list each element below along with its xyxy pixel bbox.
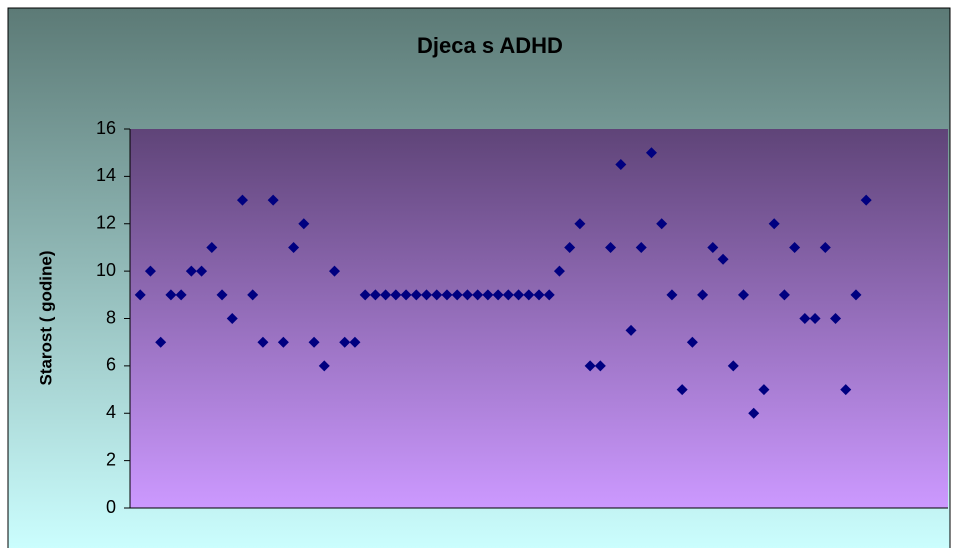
marker xyxy=(768,218,780,230)
marker xyxy=(605,241,617,253)
y-tick-label: 0 xyxy=(106,497,116,517)
y-tick-label: 6 xyxy=(106,355,116,375)
marker xyxy=(850,289,862,301)
chart-title: Djeca s ADHD xyxy=(417,33,563,58)
marker xyxy=(533,289,545,301)
marker xyxy=(676,384,688,396)
y-tick-label: 2 xyxy=(106,449,116,469)
marker xyxy=(543,289,555,301)
marker xyxy=(523,289,535,301)
marker xyxy=(625,324,637,336)
marker xyxy=(236,194,248,206)
marker xyxy=(574,218,586,230)
marker xyxy=(155,336,167,348)
marker xyxy=(134,289,146,301)
marker xyxy=(359,289,371,301)
marker xyxy=(175,289,187,301)
marker xyxy=(318,360,330,372)
marker xyxy=(247,289,259,301)
marker xyxy=(390,289,402,301)
marker xyxy=(738,289,749,301)
plot-area xyxy=(130,129,948,508)
marker xyxy=(819,241,831,253)
marker xyxy=(809,313,821,324)
marker xyxy=(257,336,269,348)
marker xyxy=(778,289,790,301)
marker xyxy=(349,336,361,348)
marker xyxy=(267,194,279,206)
marker xyxy=(461,289,473,301)
marker xyxy=(226,313,238,324)
marker xyxy=(564,241,576,253)
marker xyxy=(666,289,678,301)
marker xyxy=(615,159,627,171)
marker xyxy=(421,289,433,301)
marker xyxy=(860,194,872,206)
marker xyxy=(594,360,606,372)
y-tick-label: 12 xyxy=(96,213,116,233)
marker xyxy=(717,253,729,265)
marker xyxy=(758,384,770,396)
marker xyxy=(584,360,596,372)
marker xyxy=(400,289,412,301)
marker xyxy=(799,313,811,324)
marker xyxy=(482,289,494,301)
marker xyxy=(441,289,453,301)
marker xyxy=(789,241,801,253)
marker xyxy=(830,313,842,324)
marker xyxy=(748,407,760,419)
marker xyxy=(686,336,698,348)
y-tick-label: 4 xyxy=(106,402,116,422)
marker xyxy=(277,336,289,348)
marker xyxy=(513,289,525,301)
marker xyxy=(288,241,300,253)
marker xyxy=(380,289,392,301)
y-tick-label: 10 xyxy=(96,260,116,280)
marker xyxy=(451,289,463,301)
y-tick-label: 14 xyxy=(96,165,116,185)
marker xyxy=(645,147,657,159)
marker xyxy=(727,360,739,372)
marker xyxy=(492,289,504,301)
marker xyxy=(656,218,668,230)
marker xyxy=(206,241,218,253)
marker xyxy=(298,218,310,230)
marker xyxy=(472,289,484,301)
marker xyxy=(339,336,351,348)
marker xyxy=(369,289,381,301)
marker xyxy=(308,336,320,348)
marker xyxy=(553,265,565,277)
marker xyxy=(635,241,647,253)
marker xyxy=(144,265,156,277)
y-axis-label: Starost ( godine) xyxy=(36,250,55,385)
marker xyxy=(840,384,852,396)
marker xyxy=(697,289,709,301)
marker xyxy=(216,289,228,301)
y-tick-label: 8 xyxy=(106,307,116,327)
y-tick-label: 16 xyxy=(96,118,116,138)
marker xyxy=(707,241,719,253)
marker xyxy=(431,289,443,301)
marker xyxy=(329,265,340,277)
marker xyxy=(502,289,514,301)
marker xyxy=(196,265,208,277)
marker xyxy=(185,265,197,277)
marker xyxy=(165,289,177,301)
marker xyxy=(410,289,422,301)
